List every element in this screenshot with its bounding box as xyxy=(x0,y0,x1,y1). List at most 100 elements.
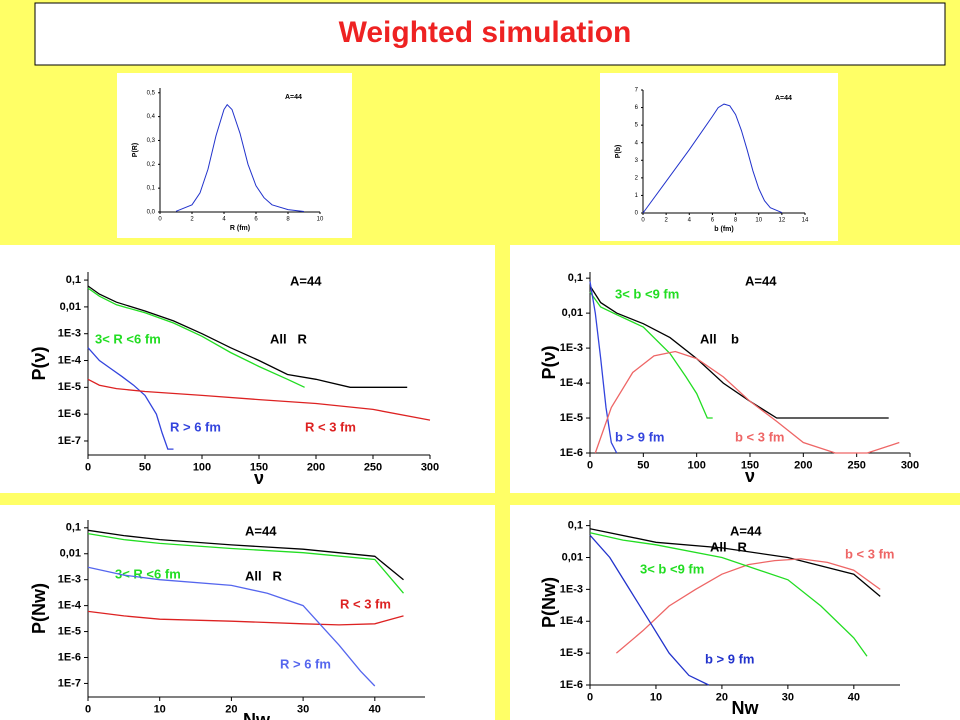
x-tick-label: 150 xyxy=(741,460,759,472)
panel xyxy=(510,505,960,720)
annotation: A=44 xyxy=(290,273,322,288)
y-tick-label: 1E-7 xyxy=(58,435,81,447)
y-tick-label: 0,01 xyxy=(60,301,81,313)
series-line xyxy=(589,528,881,597)
x-axis-label: Nw xyxy=(732,698,760,718)
x-tick-label: 0 xyxy=(587,460,593,472)
y-tick-label: 0,4 xyxy=(147,114,156,120)
series-label: 3< b <9 fm xyxy=(615,286,679,301)
y-axis-label: P(b) xyxy=(615,145,622,159)
y-tick-label: 1E-3 xyxy=(560,342,583,354)
annotation: A=44 xyxy=(775,95,792,102)
series-label: 3< R <6 fm xyxy=(115,566,181,581)
x-tick-label: 2 xyxy=(664,217,668,223)
y-tick-label: 1E-3 xyxy=(58,574,81,586)
y-tick-label: 1E-7 xyxy=(58,677,81,689)
y-tick-label: 0,0 xyxy=(147,210,156,216)
x-tick-label: 150 xyxy=(250,462,268,474)
x-tick-label: 200 xyxy=(307,462,325,474)
annotation: A=44 xyxy=(285,94,302,101)
series-label: R < 3 fm xyxy=(305,419,356,434)
y-tick-label: 1 xyxy=(635,193,639,199)
series-line xyxy=(87,566,376,687)
x-tick-label: 6 xyxy=(254,216,258,222)
y-tick-label: 0,5 xyxy=(147,90,156,96)
series-line xyxy=(175,103,305,212)
y-tick-label: 0,01 xyxy=(562,551,583,563)
y-axis-label: P(Nw) xyxy=(539,577,559,628)
y-tick-label: 6 xyxy=(635,105,639,111)
y-tick-label: 1E-6 xyxy=(58,408,81,420)
series-label: All R xyxy=(245,568,282,583)
x-tick-label: 40 xyxy=(848,692,860,704)
x-axis-label: ν xyxy=(254,468,264,488)
slide-title: Weighted simulation xyxy=(339,16,632,49)
x-tick-label: 10 xyxy=(755,217,762,223)
x-tick-label: 10 xyxy=(317,216,324,222)
series-line xyxy=(589,532,868,657)
y-axis-label: P(Nw) xyxy=(29,583,49,634)
annotation: A=44 xyxy=(245,523,277,538)
y-tick-label: 0,2 xyxy=(147,162,156,168)
y-tick-label: 4 xyxy=(635,140,639,146)
series-label: b < 3 fm xyxy=(845,546,895,561)
x-tick-label: 250 xyxy=(847,460,865,472)
series-label: 3< R <6 fm xyxy=(95,331,161,346)
series-line xyxy=(589,291,713,419)
series-line xyxy=(87,529,404,581)
x-tick-label: 0 xyxy=(587,692,593,704)
series-label: All R xyxy=(710,539,747,554)
x-tick-label: 2 xyxy=(190,216,194,222)
x-tick-label: 250 xyxy=(364,462,382,474)
x-tick-label: 20 xyxy=(225,704,237,716)
y-tick-label: 1E-5 xyxy=(58,381,81,393)
series-label: All R xyxy=(270,331,307,346)
series-label: R > 6 fm xyxy=(280,656,331,671)
series-label: R > 6 fm xyxy=(170,419,221,434)
x-tick-label: 100 xyxy=(193,462,211,474)
x-tick-label: 40 xyxy=(369,704,381,716)
series-label: 3< b <9 fm xyxy=(640,561,704,576)
x-tick-label: 20 xyxy=(716,692,728,704)
y-tick-label: 1E-3 xyxy=(560,583,583,595)
x-tick-label: 12 xyxy=(779,217,786,223)
x-tick-label: 0 xyxy=(85,462,91,474)
panel xyxy=(0,245,495,493)
x-tick-label: 6 xyxy=(711,217,715,223)
y-tick-label: 1E-4 xyxy=(58,354,82,366)
x-tick-label: 100 xyxy=(687,460,705,472)
series-label: b > 9 fm xyxy=(615,429,665,444)
y-tick-label: 1E-5 xyxy=(560,412,583,424)
annotation: A=44 xyxy=(745,273,777,288)
x-axis-label: R (fm) xyxy=(230,225,250,232)
series-label: R < 3 fm xyxy=(340,596,391,611)
y-tick-label: 1E-4 xyxy=(58,600,82,612)
y-tick-label: 3 xyxy=(635,158,639,164)
y-tick-label: 1E-5 xyxy=(560,647,583,659)
y-tick-label: 0,1 xyxy=(147,186,156,192)
y-tick-label: 7 xyxy=(635,88,639,94)
y-tick-label: 0,1 xyxy=(66,274,81,286)
series-line xyxy=(642,103,783,214)
x-tick-label: 8 xyxy=(734,217,738,223)
title-box xyxy=(34,2,946,66)
y-tick-label: 5 xyxy=(635,123,639,129)
y-axis-label: P(R) xyxy=(132,143,139,157)
y-tick-label: 0,3 xyxy=(147,138,156,144)
series-label: b > 9 fm xyxy=(705,651,755,666)
x-tick-label: 300 xyxy=(421,462,439,474)
y-tick-label: 0,01 xyxy=(60,548,81,560)
x-tick-label: 200 xyxy=(794,460,812,472)
y-tick-label: 0,1 xyxy=(568,520,583,532)
panel xyxy=(510,245,960,493)
y-tick-label: 1E-3 xyxy=(58,328,81,340)
series-line xyxy=(594,350,900,454)
y-tick-label: 0,1 xyxy=(66,522,81,534)
series-line xyxy=(87,287,305,388)
x-axis-label: ν xyxy=(745,466,755,486)
y-tick-label: 1E-4 xyxy=(560,615,584,627)
series-label: b < 3 fm xyxy=(735,429,785,444)
x-axis-label: b (fm) xyxy=(714,226,733,233)
x-tick-label: 30 xyxy=(297,704,309,716)
